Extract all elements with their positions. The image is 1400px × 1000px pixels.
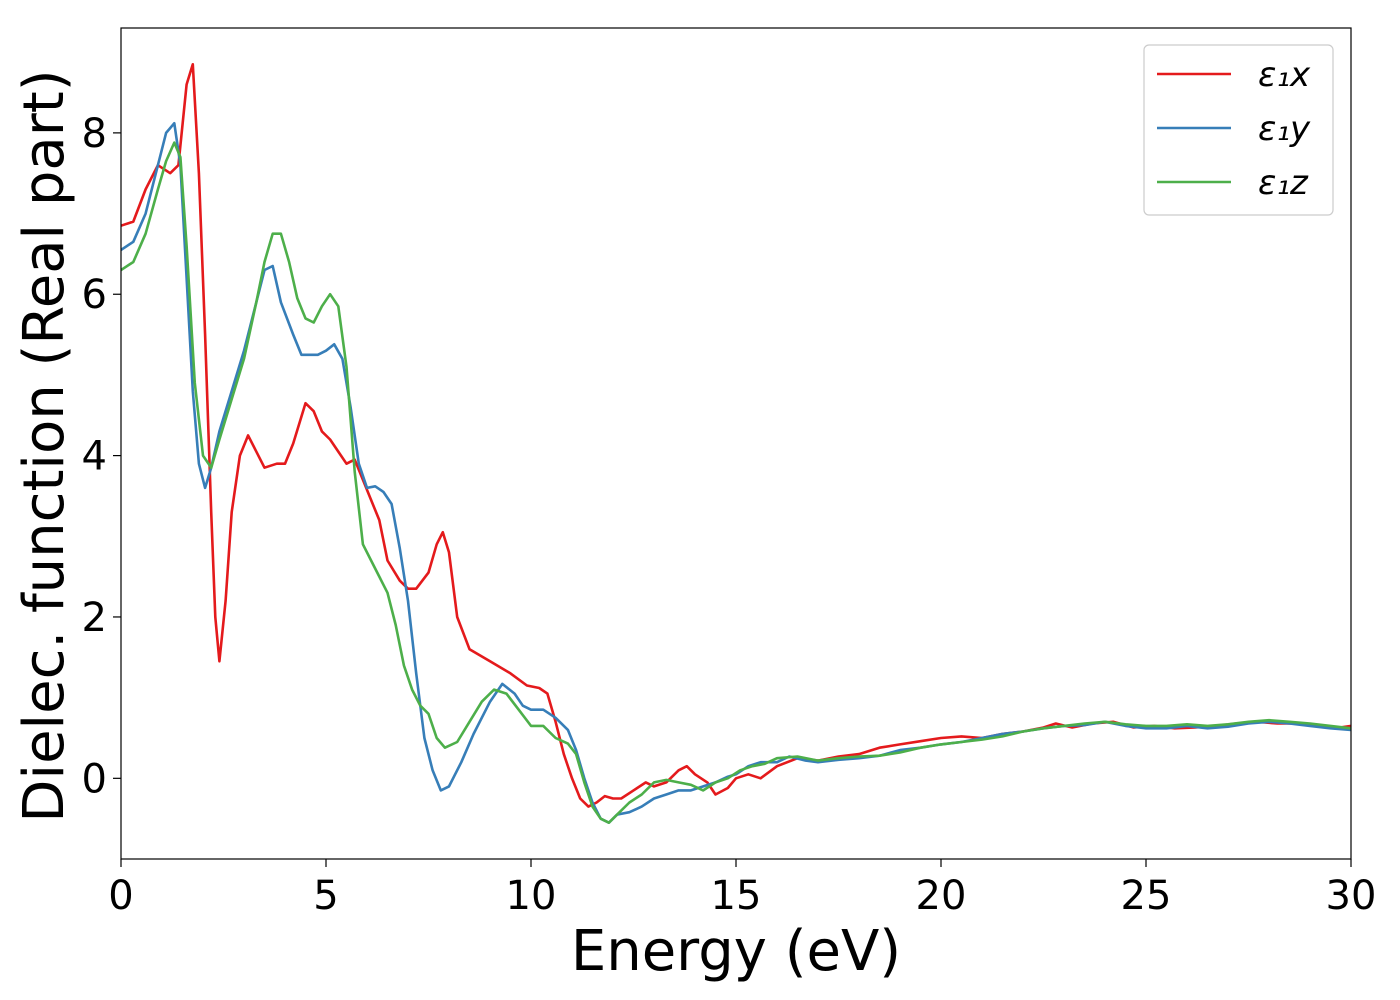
x-tick-label: 20: [916, 873, 967, 919]
series-line-3: [121, 141, 1351, 824]
y-tick-label: 2: [82, 595, 107, 641]
x-tick-label: 30: [1326, 873, 1377, 919]
y-tick-label: 8: [82, 111, 107, 157]
y-axis-ticks: 0 2 4 6 8: [82, 111, 121, 802]
y-tick-label: 6: [82, 272, 107, 318]
legend-label-2: ε₁y: [1258, 109, 1311, 149]
x-axis-title: Energy (eV): [571, 919, 901, 984]
y-tick-label: 4: [82, 434, 107, 480]
legend-label-1: ε₁x: [1258, 55, 1311, 95]
x-tick-label: 15: [711, 873, 762, 919]
y-axis-title: Dielec. function (Real part): [12, 69, 77, 822]
x-tick-label: 25: [1121, 873, 1172, 919]
y-tick-label: 0: [82, 756, 107, 802]
legend-frame: [1143, 44, 1334, 216]
x-tick-label: 0: [108, 873, 133, 919]
x-axis-ticks: 0 5 10 15 20 25 30: [108, 859, 1376, 919]
series-layer: [121, 63, 1351, 824]
legend-label-3: ε₁z: [1258, 163, 1309, 203]
x-tick-label: 5: [313, 873, 338, 919]
legend: ε₁x ε₁y ε₁z: [1143, 44, 1334, 216]
x-tick-label: 10: [506, 873, 557, 919]
